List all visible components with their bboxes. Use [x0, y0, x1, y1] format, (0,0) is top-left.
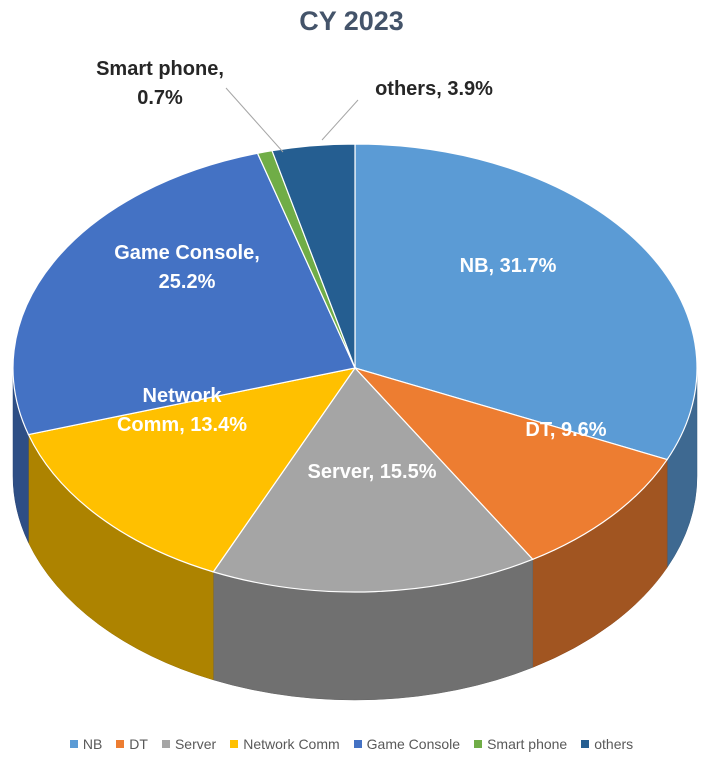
data-label-network-comm: Network Comm, 13.4% — [117, 385, 247, 436]
legend-item-nb: NB — [69, 736, 103, 752]
leader-line-others — [321, 99, 359, 141]
pie-slice-game-console — [12, 152, 356, 436]
legend-swatch-game-console — [353, 740, 362, 748]
leader-line-smart-phone — [225, 87, 284, 153]
legend-item-dt: DT — [116, 736, 148, 752]
pie-chart: NB, 31.7% DT, 9.6% Server, 15.5% Network Com… — [12, 58, 698, 701]
data-label-game-console: Game Console, 25.2% — [114, 242, 260, 293]
legend-swatch-nb — [69, 740, 78, 748]
pie-slice-dt — [353, 366, 669, 561]
legend-item-game-console: Game Console — [353, 736, 461, 752]
pie-slice-nb — [354, 143, 698, 461]
legend-swatch-server — [161, 740, 170, 748]
legend-swatch-smart-phone — [474, 740, 483, 748]
data-label-nb: NB, 31.7% — [460, 255, 557, 277]
legend-item-others: others — [581, 736, 633, 752]
legend-label-others: others — [594, 736, 634, 752]
legend-label-game-console: Game Console — [366, 736, 461, 752]
data-label-others: others, 3.9% — [375, 78, 493, 100]
legend-label-server: Server — [174, 736, 217, 752]
chart-title: CY 2023 — [299, 6, 404, 36]
legend-label-nb: NB — [82, 736, 103, 752]
data-label-server: Server, 15.5% — [308, 461, 437, 483]
legend-swatch-network-comm — [230, 740, 239, 748]
pie-slice-server — [212, 367, 534, 593]
legend-swatch-dt — [116, 740, 125, 748]
legend-label-network-comm: Network Comm — [243, 736, 340, 752]
legend-item-server: Server — [161, 736, 217, 752]
legend-item-network-comm: Network Comm — [230, 736, 340, 752]
legend: NB DT Server Network Comm Game Console Smart … — [0, 736, 703, 752]
legend-label-dt: DT — [129, 736, 148, 752]
legend-item-smart-phone: Smart phone — [474, 736, 567, 752]
data-label-dt: DT, 9.6% — [525, 419, 606, 441]
legend-label-smart-phone: Smart phone — [487, 736, 568, 752]
data-label-smart-phone: Smart phone, 0.7% — [96, 58, 224, 109]
pie-slice-others — [271, 143, 356, 369]
pie-slice-network-comm — [27, 367, 357, 573]
legend-swatch-others — [581, 740, 590, 748]
